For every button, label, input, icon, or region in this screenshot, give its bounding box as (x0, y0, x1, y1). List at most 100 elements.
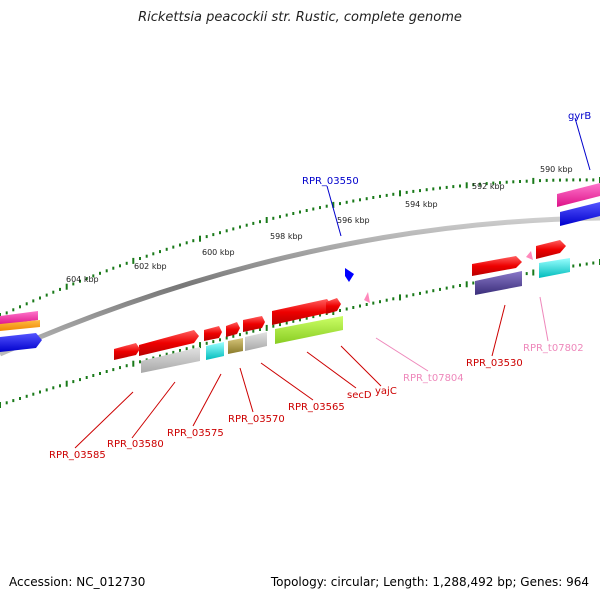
ruler-minor-tick (92, 274, 95, 278)
ruler-minor-tick (372, 301, 375, 305)
gene-feature (245, 332, 267, 351)
gene-feature (326, 298, 341, 314)
ruler-minor-tick (485, 182, 488, 186)
ruler-label: 594 kbp (405, 200, 438, 209)
ruler-major-tick (132, 257, 135, 264)
ruler-minor-tick (345, 307, 348, 311)
ruler-minor-tick (372, 196, 375, 199)
ruler-minor-tick (125, 261, 128, 265)
ruler-minor-tick (185, 241, 188, 245)
ruler-minor-tick (439, 186, 441, 190)
gene-label-rpr-03530: RPR_03530 (466, 358, 523, 369)
ruler-major-tick (199, 235, 201, 242)
ruler-minor-tick (12, 308, 15, 312)
callout-line (574, 117, 591, 171)
ruler-major-tick (465, 182, 468, 189)
ruler-minor-tick (585, 262, 588, 266)
ruler-minor-tick (359, 304, 361, 308)
ruler-minor-tick (39, 390, 41, 394)
map-title: Rickettsia peacockii str. Rustic, comple… (138, 10, 462, 25)
ruler-minor-tick (79, 378, 81, 382)
ruler-labels: 590 kbp 592 kbp 594 kbp 596 kbp 598 kbp … (66, 165, 573, 284)
ruler-minor-tick (259, 220, 261, 224)
ruler-minor-tick (305, 209, 308, 212)
ruler-minor-tick (412, 189, 415, 193)
ruler-minor-tick (79, 279, 81, 283)
gene-feature (139, 330, 199, 356)
ruler-minor-tick (112, 266, 115, 270)
ruler-major-tick (532, 177, 535, 184)
ruler-minor-tick (292, 319, 295, 323)
gene-feature (472, 256, 522, 276)
ruler-minor-tick (379, 300, 381, 304)
gene-feature (226, 322, 240, 337)
gene-feature (0, 320, 40, 331)
feature-group-left (0, 311, 42, 352)
gene-feature (557, 183, 600, 207)
ruler-minor-tick (99, 372, 101, 375)
ruler-major-tick (199, 342, 201, 349)
ruler-minor-tick (232, 334, 235, 338)
ruler-minor-tick (385, 193, 388, 197)
gene-feature (228, 338, 243, 354)
gene-feature (539, 258, 570, 278)
genome-backbone (0, 215, 600, 357)
ruler-minor-tick (225, 229, 228, 233)
ruler-minor-tick (59, 287, 61, 291)
ruler-minor-tick (252, 221, 255, 225)
gene-feature (114, 343, 140, 360)
ruler-major-tick (65, 380, 68, 387)
ruler-minor-tick (459, 284, 461, 287)
callout-line (326, 185, 342, 237)
ruler-minor-tick (425, 188, 428, 192)
ruler-minor-tick (592, 261, 595, 265)
ruler-minor-tick (419, 189, 421, 193)
feature-group-right (472, 240, 570, 295)
ruler-minor-tick (59, 384, 61, 388)
ruler-minor-tick (452, 185, 455, 189)
ruler-minor-tick (5, 401, 8, 405)
ruler-minor-tick (212, 233, 215, 237)
gene-feature (475, 271, 522, 295)
gene-label-rpr-03570: RPR_03570 (228, 414, 285, 425)
ruler-minor-tick (45, 388, 48, 392)
ruler-label: 602 kbp (134, 262, 167, 271)
ruler-minor-tick (385, 298, 388, 302)
ruler-minor-tick (359, 198, 361, 202)
callout-line (375, 337, 429, 372)
ruler-minor-tick (32, 299, 35, 303)
ruler-minor-tick (312, 315, 315, 319)
ruler-minor-tick (325, 204, 328, 208)
ruler-minor-tick (339, 309, 341, 312)
ruler-minor-tick (405, 190, 408, 194)
callout-line (74, 391, 134, 449)
ruler-minor-tick (365, 197, 368, 201)
ruler-minor-tick (339, 202, 341, 206)
ruler-minor-tick (92, 374, 95, 377)
ruler-minor-tick (379, 194, 381, 198)
ruler-minor-tick (219, 338, 221, 342)
gene-feature (536, 240, 566, 259)
ruler-minor-tick (119, 264, 121, 268)
ruler-minor-tick (552, 178, 555, 182)
ruler-minor-tick (232, 227, 235, 231)
ruler-minor-tick (292, 212, 295, 215)
ruler-minor-tick (272, 216, 275, 220)
ruler-minor-tick (185, 347, 188, 351)
gene-label-rpr-03575: RPR_03575 (167, 428, 224, 439)
ruler-minor-tick (192, 345, 195, 349)
ruler-minor-tick (579, 178, 581, 182)
ruler-minor-tick (259, 328, 261, 331)
ruler-minor-tick (285, 213, 288, 217)
ruler-minor-tick (159, 250, 161, 254)
ruler-minor-tick (439, 287, 441, 291)
ruler-minor-tick (572, 178, 575, 182)
ruler-major-tick (265, 217, 268, 223)
gene-feature (560, 202, 600, 226)
ruler-minor-tick (45, 293, 48, 297)
ruler-major-tick (332, 201, 335, 208)
ruler-minor-tick (452, 285, 455, 289)
trna-feature (526, 251, 533, 260)
ruler-minor-tick (345, 200, 348, 204)
